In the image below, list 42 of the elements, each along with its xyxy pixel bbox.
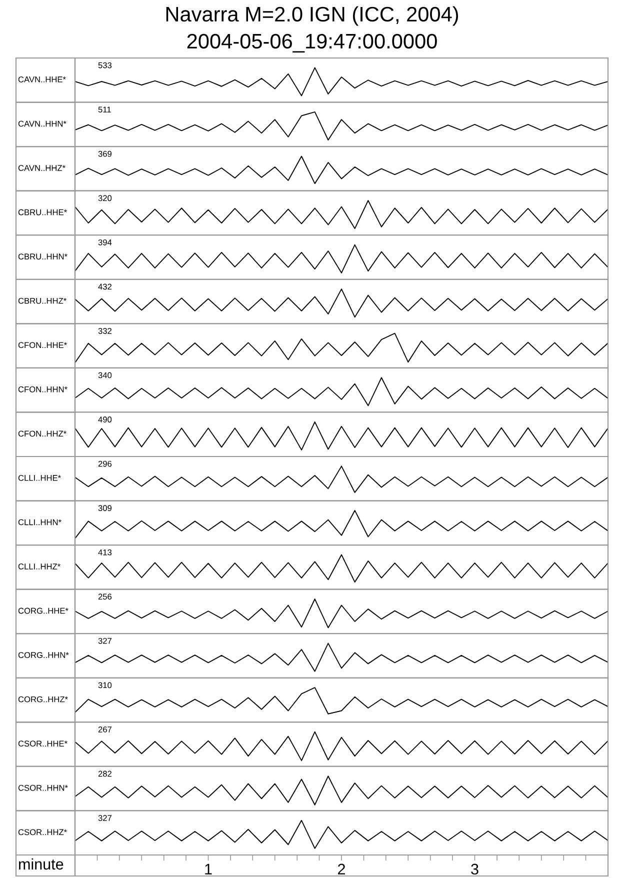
y-axis-title: CSOR..HHN* (18, 784, 68, 791)
y-axis-title: CORG..HHE* (18, 608, 68, 614)
chart-title: Navarra M=2.0 IGN (ICC, 2004) (166, 6, 458, 26)
y-axis-title: CFON..HHZ* (18, 430, 66, 437)
annotation: 296 (98, 460, 112, 467)
y-axis-title: CLLI..HHN* (18, 519, 62, 526)
annotation: 267 (98, 726, 112, 732)
y-axis-title: CORG..HHN* (18, 652, 69, 658)
y-axis-title: CBRU..HHE* (18, 209, 67, 216)
y-axis-title: CBRU..HHN* (18, 254, 68, 260)
y-axis-title: CAVN..HHN* (18, 120, 66, 127)
annotation: 394 (98, 239, 112, 246)
x-tick-label: 3 (471, 864, 478, 875)
annotation: 282 (98, 770, 112, 777)
annotation: 369 (98, 150, 112, 157)
annotation: 327 (98, 815, 112, 821)
chart-subtitle: 2004-05-06_19:47:00.0000 (187, 34, 437, 53)
annotation: 327 (98, 638, 112, 644)
annotation: 511 (98, 106, 111, 113)
y-axis-title: CSOR..HHZ* (18, 829, 67, 836)
y-axis-title: CORG..HHZ* (18, 696, 68, 702)
annotation: 490 (98, 416, 112, 422)
annotation: 340 (98, 372, 112, 378)
y-axis-title: CLLI..HHZ* (18, 564, 60, 570)
annotation: 310 (98, 682, 112, 688)
y-axis-title: CAVN..HHE* (18, 76, 66, 82)
x-tick-label: 2 (338, 864, 345, 874)
annotation: 309 (98, 505, 112, 512)
annotation: 256 (98, 594, 112, 600)
y-axis-title: CFON..HHE* (18, 342, 67, 348)
y-axis-title: CAVN..HHZ* (18, 165, 66, 171)
annotation: 332 (98, 328, 112, 334)
x-tick-label: 1 (205, 864, 212, 874)
y-axis-title: CBRU..HHZ* (18, 298, 66, 304)
y-axis-title: CFON..HHN* (18, 386, 68, 392)
y-axis-title: CLLI..HHE* (18, 474, 61, 481)
annotation: 533 (98, 62, 112, 68)
x-axis-title: minute (19, 858, 64, 870)
y-axis-title: CSOR..HHE* (18, 740, 68, 747)
annotation: 320 (98, 195, 112, 202)
annotation: 413 (98, 549, 112, 556)
annotation: 432 (98, 284, 112, 290)
